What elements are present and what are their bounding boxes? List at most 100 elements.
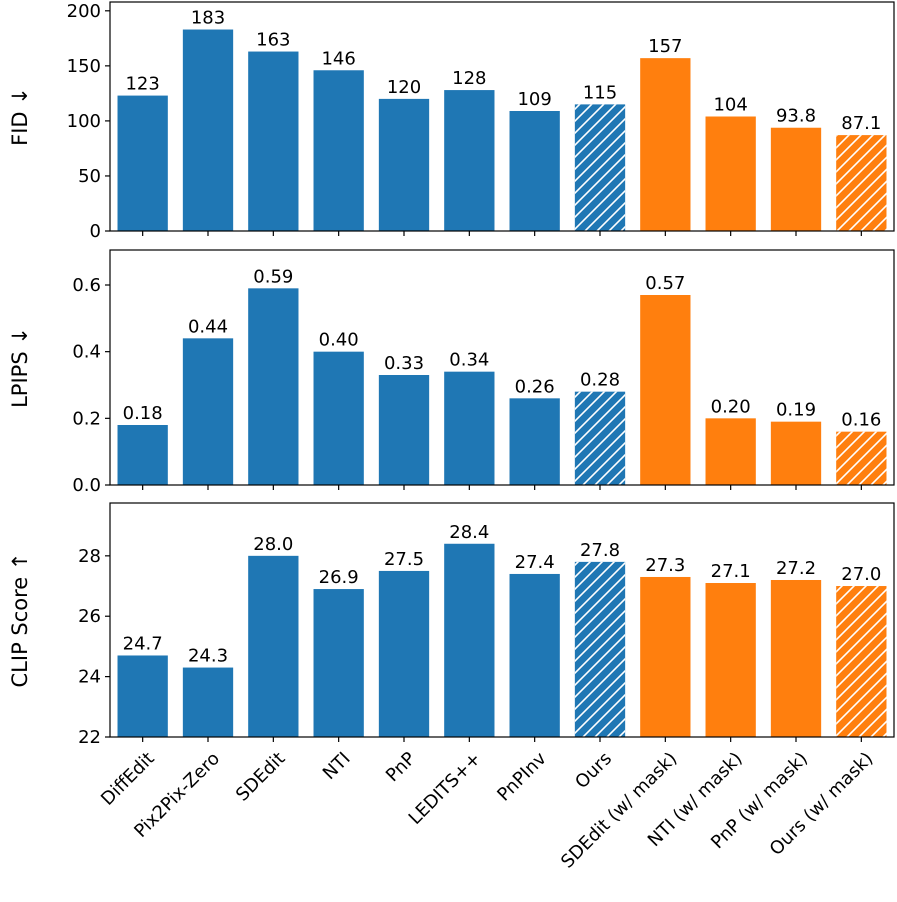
data-label-ours: 27.8 [580,540,620,561]
panel-1: 123 183 163 146 120 128 109 115 157 104 93.8 87.1 0 5… [8,1,895,242]
data-label-nti-w-mask: 104 [713,95,747,116]
data-label-pnpinv: 109 [517,89,551,110]
bar-pnp-w-mask [770,421,822,485]
data-label-pnpinv: 0.26 [515,376,555,397]
bar-nti [313,70,364,231]
y-axis-title-1: FID ↓ [8,87,32,146]
data-label-pnp: 27.5 [384,549,424,570]
data-label-ours-w-mask: 87.1 [841,113,881,134]
data-label-diffedit: 0.18 [123,403,163,424]
y-axis-title-3: CLIP Score ↑ [8,553,32,688]
data-label-ours: 115 [583,82,617,103]
data-label-sdedit: 0.59 [253,266,293,287]
x-tick-label-sdedit-w-mask: SDEdit (w/ mask) [557,748,681,872]
data-label-pnp-w-mask: 0.19 [776,400,816,421]
y-tick-label: 150 [67,56,101,77]
bar-ledits [444,90,495,231]
x-tick-label-pnp: PnP [382,748,420,786]
y-tick-label: 50 [78,166,101,187]
bar-pnp [378,570,430,737]
bar-nti [313,589,364,737]
bar-hatch-ours [574,391,626,485]
x-tick-label-sdedit: SDEdit [232,748,289,805]
data-label-sdedit-w-mask: 157 [648,36,682,57]
y-tick-label: 0.2 [72,408,101,429]
data-label-diffedit: 123 [125,74,159,95]
bar-hatch-ours-w-mask [836,431,887,485]
bar-pnp-w-mask [770,127,822,231]
bar-pnp [378,98,430,231]
data-label-diffedit: 24.7 [123,633,163,654]
data-label-ledits: 0.34 [449,350,489,371]
data-label-ledits: 128 [452,68,486,89]
data-label-nti-w-mask: 0.20 [711,396,751,417]
panel-frame-2 [109,249,895,486]
bar-nti-w-mask [705,583,756,737]
bar-nti-w-mask [705,116,756,231]
panel-2: 0.180.440.590.400.33 0.340.26 0.280.570.20… [8,249,895,496]
panel-3: 24.7 24.3 28.0 26.9 27.5 28.4 27.4 27.8 27.3 27.1… [8,502,895,748]
y-tick-label: 0.4 [72,342,101,363]
y-axis-title-2: LPIPS ↓ [8,327,32,408]
bar-sdedit-w-mask [640,295,691,485]
data-label-pnp: 120 [387,77,421,98]
y-tick-label: 24 [78,667,101,688]
x-tick-label-diffedit: DiffEdit [97,748,159,810]
data-label-ledits: 28.4 [449,522,489,543]
data-label-pix2pix-zero: 24.3 [188,646,228,667]
x-tick-label-pnpinv: PnPInv [493,748,551,806]
bar-pnpinv [509,398,560,485]
data-label-nti: 146 [321,48,355,69]
y-tick-label: 22 [78,727,101,748]
bar-sdedit [248,555,299,737]
bar-hatch-ours-w-mask [836,135,887,231]
data-label-ours-w-mask: 27.0 [841,564,881,585]
data-label-sdedit: 28.0 [253,534,293,555]
data-label-pix2pix-zero: 0.44 [188,316,228,337]
bar-diffedit [117,425,168,485]
data-label-pnp-w-mask: 93.8 [776,106,816,127]
panel-frame-3 [109,502,895,738]
y-tick-label: 200 [67,1,101,22]
x-tick-label-nti: NTI [319,748,355,784]
bar-hatch-ours [574,561,626,737]
bar-nti-w-mask [705,418,756,485]
bar-hatch-ours [574,104,626,231]
y-tick-label: 26 [78,606,101,627]
bar-ledits [444,543,495,737]
bar-pnpinv [509,573,560,737]
data-label-pix2pix-zero: 183 [191,8,225,29]
bar-pnpinv [509,110,560,231]
data-label-pnp-w-mask: 27.2 [776,558,816,579]
data-label-sdedit: 163 [256,30,290,51]
bar-ledits [444,371,495,485]
bar-pix2pix-zero [182,338,234,485]
y-tick-label: 100 [67,111,101,132]
bar-hatch-ours-w-mask [836,586,887,737]
data-label-ours-w-mask: 0.16 [841,410,881,431]
bar-sdedit [248,51,299,231]
bar-pix2pix-zero [182,667,234,737]
data-label-pnpinv: 27.4 [515,552,555,573]
data-label-nti: 0.40 [319,330,359,351]
bar-sdedit-w-mask [640,576,691,737]
y-tick-label: 0.0 [72,475,101,496]
bar-diffedit [117,655,168,737]
bar-sdedit-w-mask [640,58,691,231]
bar-diffedit [117,95,168,232]
data-label-nti-w-mask: 27.1 [711,561,751,582]
bar-pnp [378,375,430,485]
data-label-ours: 0.28 [580,370,620,391]
y-tick-label: 0 [90,221,101,242]
data-label-nti: 26.9 [319,567,359,588]
bar-nti [313,351,364,485]
y-tick-label: 28 [78,546,101,567]
data-label-sdedit-w-mask: 0.57 [645,273,685,294]
bar-pix2pix-zero [182,29,234,232]
panel-frame-1 [109,1,895,232]
x-tick-label-ours: Ours [571,748,616,793]
bar-sdedit [248,288,299,485]
